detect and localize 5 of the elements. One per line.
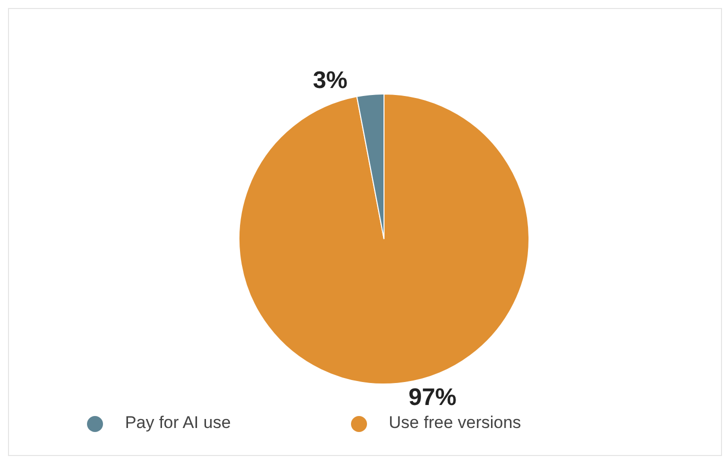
legend-label: Use free versions <box>388 413 522 432</box>
data-label: 97% <box>408 384 457 411</box>
pie-slice <box>238 94 530 384</box>
data-label: 3% <box>312 67 348 94</box>
legend-label: Pay for AI use <box>124 413 231 432</box>
